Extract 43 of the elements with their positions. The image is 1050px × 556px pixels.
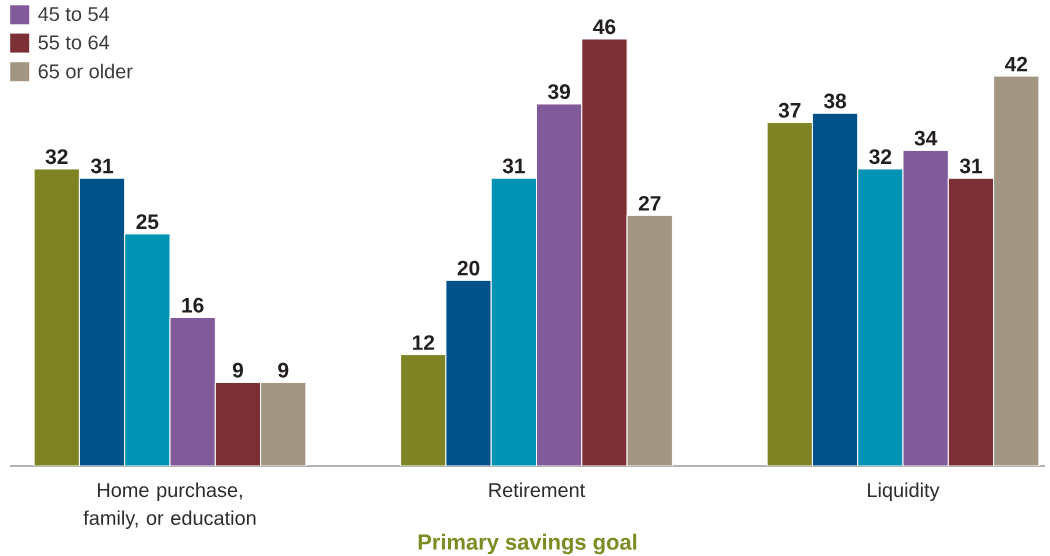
- x-tick-label: Liquidity: [868, 482, 940, 502]
- bar: [947, 177, 995, 466]
- data-label: 32: [45, 149, 68, 165]
- data-label: 37: [778, 102, 801, 118]
- x-tick-label: Home purchase, family, or education: [83, 482, 256, 529]
- bar: [581, 38, 628, 466]
- data-label: 12: [412, 335, 435, 350]
- data-label: 32: [869, 149, 892, 165]
- bar: [536, 103, 583, 466]
- bar: [78, 177, 126, 466]
- bar: [857, 168, 904, 466]
- x-axis-title: Primary savings goal: [418, 533, 637, 555]
- data-label: 9: [232, 362, 243, 378]
- bar: [445, 279, 492, 466]
- x-tick-label: Retirement: [489, 482, 586, 498]
- data-label: 31: [90, 158, 114, 174]
- bar: [902, 149, 949, 466]
- legend-label: 65 or older: [38, 63, 133, 79]
- legend-label: 55 to 64: [38, 35, 110, 50]
- data-label: 39: [548, 84, 571, 100]
- bar: [169, 316, 216, 466]
- bar: [490, 177, 537, 466]
- data-label: 9: [278, 362, 289, 378]
- data-label: 46: [593, 19, 616, 35]
- bar: [811, 112, 859, 466]
- legend-label: 45 to 54: [38, 7, 110, 22]
- data-label: 31: [959, 158, 982, 174]
- data-label: 25: [136, 214, 159, 230]
- bar: [33, 168, 80, 466]
- bar: [124, 233, 171, 466]
- bar: [214, 381, 262, 466]
- bar: [626, 214, 673, 466]
- bar: [993, 75, 1040, 466]
- bar: [400, 354, 447, 466]
- data-label: 34: [914, 130, 938, 146]
- bar: [766, 122, 813, 466]
- data-label: 38: [823, 93, 847, 109]
- data-label: 16: [182, 297, 204, 313]
- data-label: 31: [502, 158, 525, 174]
- data-label: 20: [457, 260, 480, 276]
- data-label: 27: [638, 195, 661, 211]
- data-label: 42: [1004, 56, 1028, 72]
- bar: [260, 381, 307, 466]
